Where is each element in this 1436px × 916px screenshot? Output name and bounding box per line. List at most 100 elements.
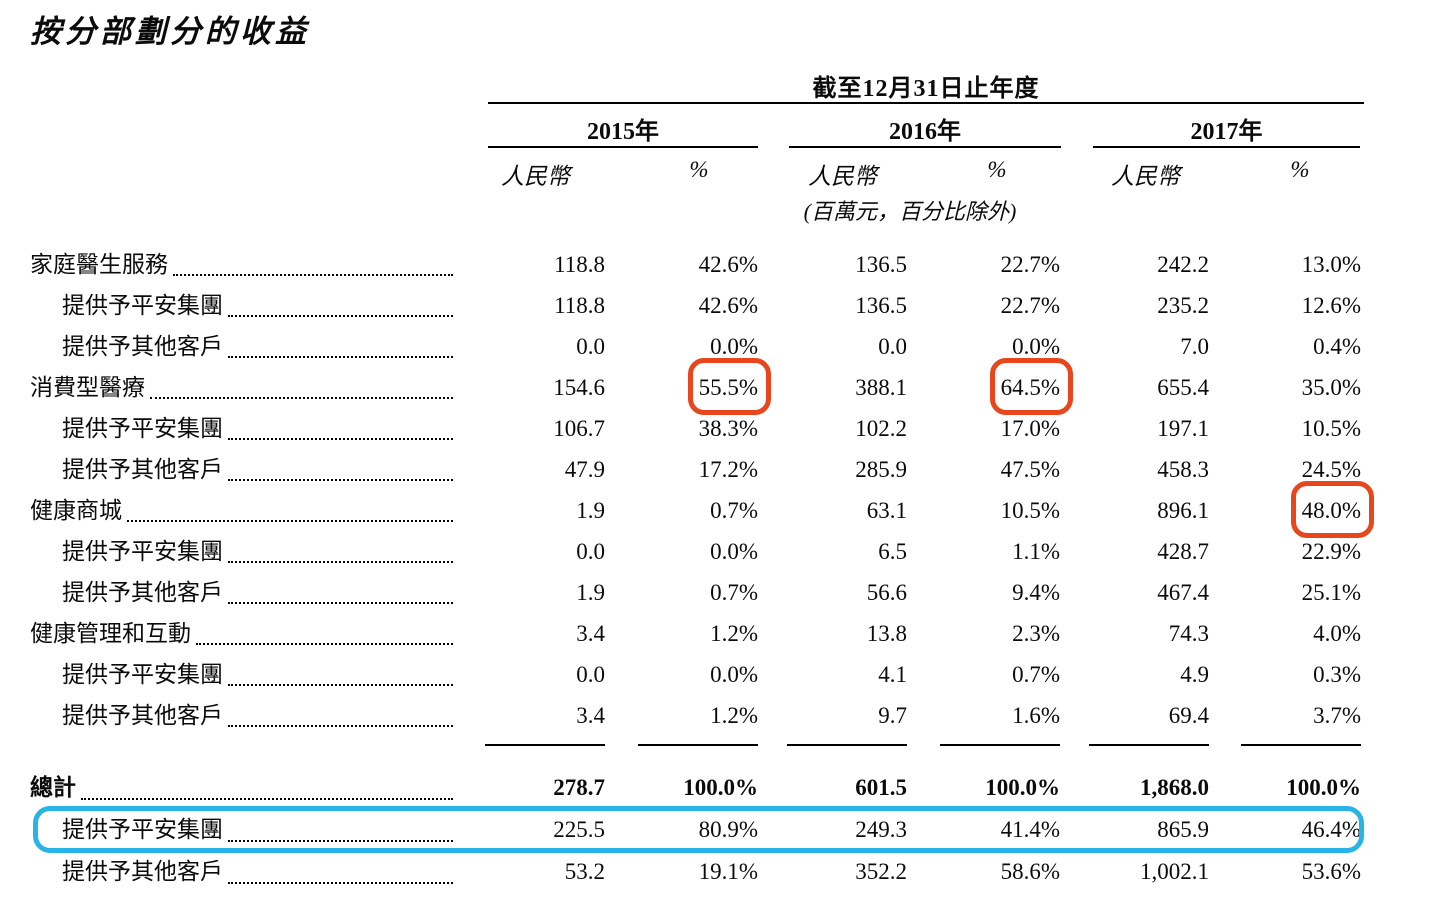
value-pct-2015: 80.9% [698, 817, 758, 842]
cell-pct-2016: 1.1% [907, 531, 1060, 572]
value-pct-2016: 1.1% [1012, 539, 1060, 564]
row-label: 消費型醫療 [30, 375, 145, 400]
cell-pct-2016: 1.6% [907, 695, 1060, 736]
subtotal-rule-cell [1209, 744, 1361, 762]
cell-pct-2016: 47.5% [907, 449, 1060, 490]
cell-pct-2017: 22.9% [1209, 531, 1361, 572]
unit-note: (百萬元，百分比除外) [803, 199, 1017, 224]
cell-pct-2016: 64.5% [907, 358, 1074, 415]
value-rmb-2015: 106.7 [553, 416, 605, 441]
value-pct-2015: 42.6% [698, 293, 758, 318]
cell-rmb-2015: 154.6 [455, 367, 605, 408]
cell-rmb-2015: 1.9 [455, 490, 605, 531]
cell-rmb-2016: 63.1 [758, 490, 907, 531]
value-rmb-2015: 118.8 [554, 252, 605, 277]
cell-rmb-2017: 655.4 [1060, 367, 1209, 408]
cell-pct-2016: 22.7% [907, 285, 1060, 326]
dotted-leader [228, 408, 453, 440]
currency-header-2016: 人民幣 [808, 164, 877, 189]
dotted-leader [150, 367, 453, 399]
value-rmb-2016: 249.3 [855, 817, 907, 842]
cell-rmb-2016: 249.3 [758, 809, 907, 851]
subtotal-rule [485, 744, 605, 746]
dotted-leader [228, 809, 453, 842]
value-pct-2016: 47.5% [1000, 457, 1060, 482]
subtotal-rules [30, 744, 1361, 746]
row-label-cell: 提供予平安集團 [30, 285, 455, 326]
cell-rmb-2017: 1,002.1 [1060, 851, 1209, 893]
cell-rmb-2015: 1.9 [455, 572, 605, 613]
row-label-cell: 健康商城 [30, 490, 455, 531]
value-rmb-2015: 1.9 [576, 498, 605, 523]
cell-rmb-2017: 235.2 [1060, 285, 1209, 326]
row-label: 總計 [30, 775, 76, 800]
cell-rmb-2017: 7.0 [1060, 326, 1209, 367]
cell-pct-2015: 0.0% [605, 326, 758, 367]
row-label: 提供予其他客戶 [62, 334, 223, 359]
value-rmb-2015: 0.0 [576, 662, 605, 687]
value-pct-2017: 3.7% [1313, 703, 1361, 728]
value-rmb-2017: 655.4 [1157, 375, 1209, 400]
value-pct-2016: 0.7% [1012, 662, 1060, 687]
value-pct-2015: 0.0% [710, 334, 758, 359]
value-pct-2016: 1.6% [1012, 703, 1060, 728]
cell-pct-2017: 10.5% [1209, 408, 1361, 449]
currency-header-2017: 人民幣 [1111, 164, 1180, 189]
value-pct-2017: 10.5% [1301, 416, 1361, 441]
cell-pct-2015: 0.0% [605, 654, 758, 695]
row-label-cell: 提供予其他客戶 [30, 695, 455, 736]
subtotal-rule-cell [907, 744, 1060, 762]
subtotal-rule [638, 744, 758, 746]
cell-rmb-2015: 0.0 [455, 654, 605, 695]
cell-rmb-2017: 242.2 [1060, 244, 1209, 285]
value-rmb-2017: 458.3 [1157, 457, 1209, 482]
value-pct-2015: 0.7% [710, 580, 758, 605]
value-pct-2015: 0.0% [710, 662, 758, 687]
header-rule [488, 102, 1364, 104]
value-pct-2016: 100.0% [985, 775, 1060, 800]
value-pct-2015: 100.0% [683, 775, 758, 800]
dotted-leader [228, 851, 453, 884]
value-pct-2015: 0.0% [710, 539, 758, 564]
row-label: 健康管理和互動 [30, 621, 191, 646]
dotted-leader [81, 767, 453, 800]
cell-rmb-2016: 136.5 [758, 244, 907, 285]
year-rule-2015 [488, 146, 758, 148]
value-rmb-2016: 56.6 [866, 580, 907, 605]
cell-pct-2015: 42.6% [605, 285, 758, 326]
period-span-header: 截至12月31日止年度 [812, 76, 1040, 102]
year-rule-2017 [1093, 146, 1360, 148]
dotted-leader [196, 613, 453, 645]
value-rmb-2015: 154.6 [553, 375, 605, 400]
value-pct-2016: 9.4% [1012, 580, 1060, 605]
year-header-2015: 2015年 [587, 119, 659, 145]
cell-rmb-2016: 601.5 [758, 767, 907, 809]
value-rmb-2016: 0.0 [878, 334, 907, 359]
value-pct-2017: 24.5% [1301, 457, 1361, 482]
cell-pct-2015: 19.1% [605, 851, 758, 893]
cell-pct-2015: 42.6% [605, 244, 758, 285]
subtotal-rule-cell [758, 744, 907, 762]
cell-rmb-2017: 1,868.0 [1060, 767, 1209, 809]
row-label: 提供予平安集團 [62, 539, 223, 564]
percent-header-2017: % [1290, 157, 1310, 182]
value-pct-2016: 41.4% [1000, 817, 1060, 842]
value-rmb-2015: 225.5 [553, 817, 605, 842]
value-pct-2015: 17.2% [698, 457, 758, 482]
value-rmb-2015: 278.7 [553, 775, 605, 800]
value-pct-2015: 1.2% [710, 621, 758, 646]
value-rmb-2016: 136.5 [855, 293, 907, 318]
cell-rmb-2015: 118.8 [455, 244, 605, 285]
value-pct-2016: 17.0% [1000, 416, 1060, 441]
row-label: 提供予其他客戶 [62, 703, 223, 728]
value-rmb-2016: 388.1 [855, 375, 907, 400]
cell-pct-2015: 100.0% [605, 767, 758, 809]
row-label: 健康商城 [30, 498, 122, 523]
dotted-leader [228, 654, 453, 686]
cell-rmb-2015: 53.2 [455, 851, 605, 893]
row-label: 提供予其他客戶 [62, 859, 223, 884]
cell-rmb-2017: 69.4 [1060, 695, 1209, 736]
value-rmb-2017: 467.4 [1157, 580, 1209, 605]
value-rmb-2017: 428.7 [1157, 539, 1209, 564]
value-pct-2016: 0.0% [1012, 334, 1060, 359]
